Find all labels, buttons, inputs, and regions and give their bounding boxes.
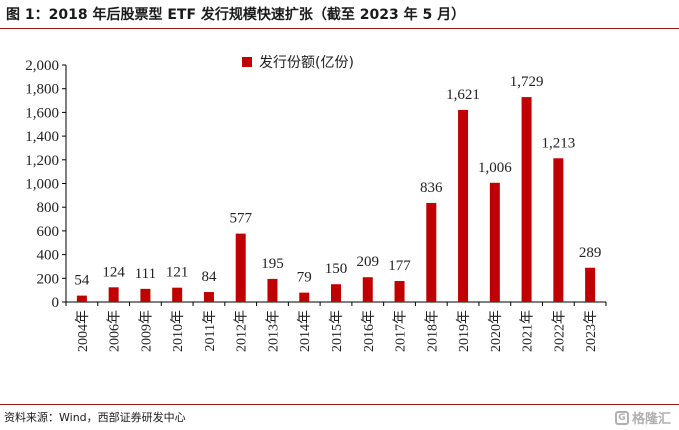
y-tick-label: 0 [52, 295, 60, 311]
legend-swatch [242, 57, 252, 67]
x-tick-label: 2011年 [202, 310, 218, 351]
x-tick-label: 2018年 [424, 310, 440, 352]
x-tick-label: 2022年 [551, 310, 567, 352]
bar [203, 292, 214, 302]
source-note: 资料来源：Wind，西部证券研发中心 [4, 411, 186, 424]
x-tick-label: 2014年 [297, 310, 313, 352]
bar-value-label: 124 [102, 264, 125, 280]
y-tick-label: 1,800 [25, 82, 59, 98]
legend: 发行份额(亿份) [242, 55, 354, 71]
bar-value-label: 177 [388, 258, 411, 274]
bar [299, 292, 310, 302]
bar [489, 182, 500, 302]
bar-value-label: 1,621 [446, 87, 480, 103]
bar [235, 233, 246, 302]
x-tick-label: 2015年 [329, 310, 345, 352]
x-tick-label: 2016年 [361, 310, 377, 352]
chart-title: 图 1：2018 年后股票型 ETF 发行规模快速扩张（截至 2023 年 5 … [6, 7, 466, 23]
watermark: G 格隆汇 [614, 408, 671, 427]
y-tick-label: 400 [37, 248, 60, 264]
y-tick-label: 1,400 [25, 129, 59, 145]
bar-value-label: 577 [229, 211, 252, 227]
bar-value-label: 209 [357, 254, 380, 270]
bar [458, 109, 469, 302]
bar-value-label: 195 [261, 256, 284, 272]
bar-value-label: 836 [420, 180, 443, 196]
bar [521, 97, 532, 303]
y-tick-label: 600 [37, 224, 60, 240]
bar [362, 277, 373, 302]
bar [394, 281, 405, 302]
bar [76, 295, 87, 302]
bar-value-label: 1,729 [510, 74, 544, 90]
x-tick-label: 2004年 [75, 310, 91, 352]
x-tick-label: 2009年 [138, 310, 154, 352]
bar [553, 158, 564, 302]
bar-value-label: 121 [166, 265, 189, 281]
bar-value-label: 54 [74, 273, 90, 289]
legend-label: 发行份额(亿份) [259, 55, 354, 71]
x-tick-label: 2021年 [520, 310, 536, 352]
y-tick-label: 200 [37, 271, 60, 287]
bar-value-label: 79 [297, 270, 312, 286]
bar-value-label: 111 [135, 266, 156, 282]
bar-value-label: 289 [579, 245, 602, 261]
bar [172, 287, 183, 302]
y-tick-label: 800 [37, 200, 60, 216]
bar-value-label: 84 [201, 269, 217, 285]
y-tick-label: 1,600 [25, 105, 59, 121]
x-tick-label: 2006年 [107, 310, 123, 352]
bar [585, 267, 596, 302]
watermark-logo-icon: G [614, 410, 629, 425]
x-tick-label: 2013年 [265, 310, 281, 352]
bar [331, 284, 341, 302]
bar [267, 278, 278, 302]
y-tick-label: 2,000 [25, 58, 59, 74]
bar [140, 288, 151, 302]
x-tick-label: 2020年 [488, 310, 504, 352]
x-tick-label: 2010年 [170, 310, 186, 352]
footer-rule [0, 404, 679, 405]
bar-value-label: 1,213 [541, 135, 575, 151]
x-tick-label: 2012年 [234, 310, 250, 352]
watermark-text: 格隆汇 [631, 412, 671, 427]
x-tick-label: 2019年 [456, 310, 472, 352]
x-tick-label: 2023年 [583, 310, 599, 352]
y-tick-label: 1,000 [25, 177, 59, 193]
x-tick-label: 2017年 [393, 310, 409, 352]
bar-chart: 发行份额(亿份) 0 200 400 600 800 1,000 1,200 1,400 1,6… [25, 55, 607, 352]
bar-value-label: 150 [325, 261, 348, 277]
bar [108, 287, 119, 302]
bar-value-label: 1,006 [478, 160, 512, 176]
bar [426, 202, 437, 302]
bars: 54 124 111 121 84 577 195 79 150 209 177 836 1,621 1,… [74, 74, 602, 303]
title-rule [0, 28, 679, 29]
y-tick-label: 1,200 [25, 153, 59, 169]
axes: 0 200 400 600 800 1,000 1,200 1,400 1,600 1,800 2,… [25, 58, 607, 352]
